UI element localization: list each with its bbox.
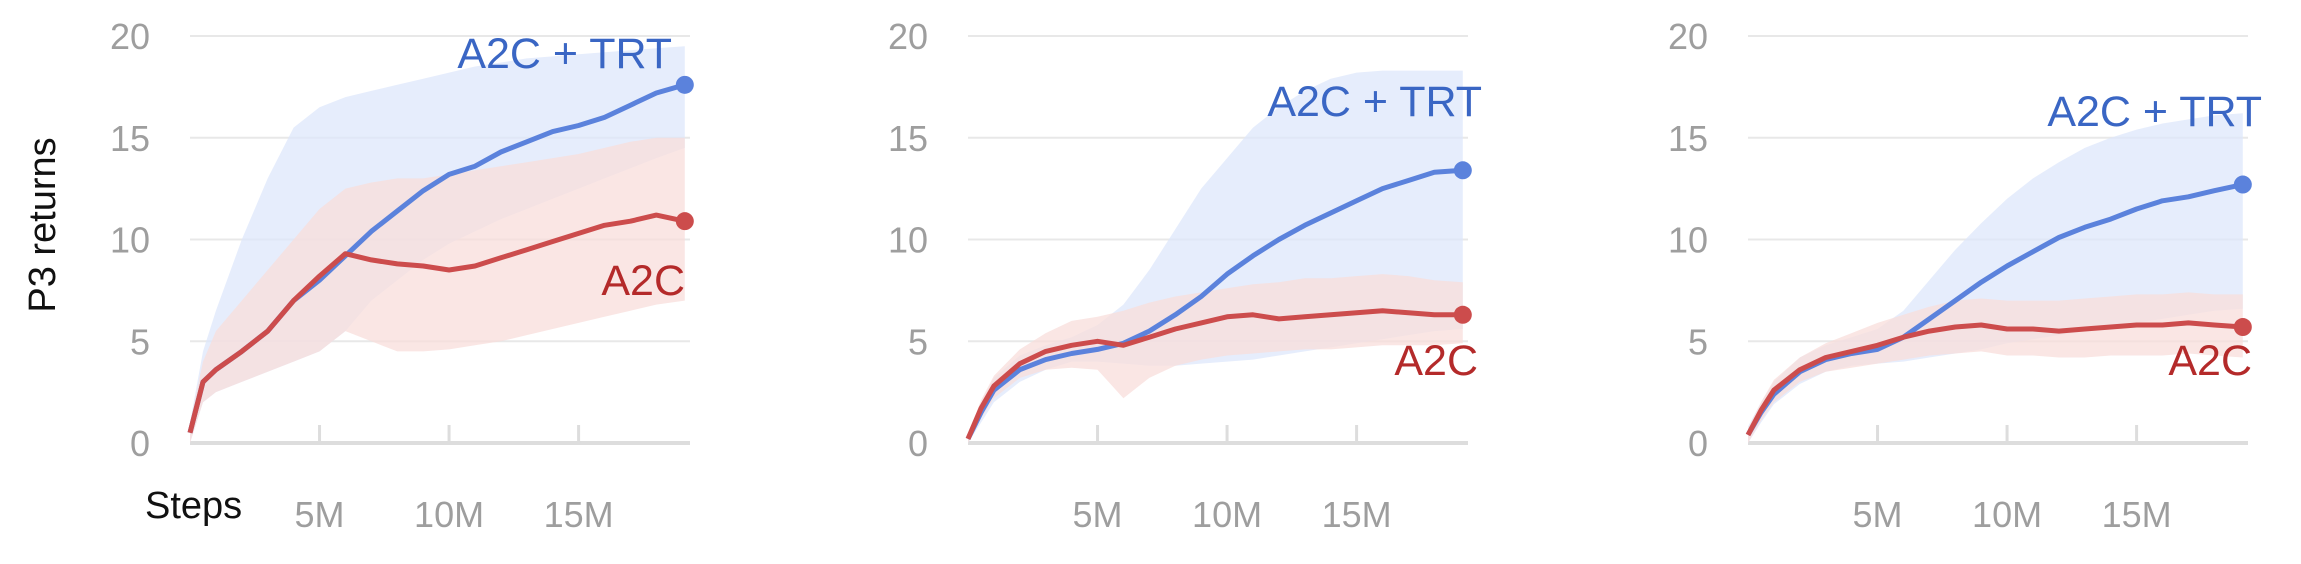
y-tick-label: 5: [130, 321, 150, 362]
y-tick-label: 5: [1688, 321, 1708, 362]
x-axis-title: Steps: [145, 485, 242, 527]
x-tick-label: 5M: [1073, 494, 1123, 535]
y-tick-label: 15: [888, 118, 928, 159]
x-tick-label: 10M: [414, 494, 484, 535]
y-tick-label: 15: [1668, 118, 1708, 159]
chart-panel-2: 0 5 10 15 20 5M 10M 15M A2C + TRT A2C: [888, 16, 1482, 535]
series-band-trt: [1748, 113, 2243, 444]
x-tick-label: 15M: [2102, 494, 2172, 535]
y-tick-label: 10: [1668, 220, 1708, 261]
series-endpoint-trt: [1453, 161, 1472, 180]
y-tick-label: 10: [110, 220, 150, 261]
chart-panel-1: 0 5 10 15 20 5M 10M 15M A2C + TRT A2C: [110, 16, 694, 535]
x-tick-label: 10M: [1972, 494, 2042, 535]
series-line-trt: [965, 167, 1463, 441]
series-label-a2c: A2C: [1394, 337, 1478, 385]
y-tick-label: 20: [888, 16, 928, 57]
y-tick-label: 15: [110, 118, 150, 159]
x-tick-label: 10M: [1192, 494, 1262, 535]
x-tick-label: 5M: [1853, 494, 1903, 535]
series-line-a2c: [965, 308, 1463, 440]
series-label-a2c: A2C: [601, 257, 685, 305]
y-tick-label: 0: [130, 423, 150, 464]
series-line-a2c: [187, 212, 686, 434]
series-label-a2c: A2C: [2168, 337, 2252, 385]
series-endpoint-trt: [675, 75, 694, 94]
series-endpoint-trt: [2233, 175, 2252, 194]
series-endpoint-a2c: [2233, 318, 2252, 337]
series-label-trt: A2C + TRT: [2047, 88, 2262, 136]
y-tick-label: 0: [908, 423, 928, 464]
chart-panel-3: 0 5 10 15 20 5M 10M 15M A2C + TRT A2C: [1668, 16, 2262, 535]
y-tick-label: 20: [1668, 16, 1708, 57]
series-endpoint-a2c: [1453, 305, 1472, 324]
x-tick-label: 15M: [544, 494, 614, 535]
y-axis-title: P3 returns: [22, 137, 64, 312]
series-endpoint-a2c: [675, 212, 694, 231]
y-tick-label: 0: [1688, 423, 1708, 464]
y-tick-label: 10: [888, 220, 928, 261]
x-tick-label: 5M: [295, 494, 345, 535]
series-label-trt: A2C + TRT: [457, 30, 672, 78]
series-band-a2c: [190, 137, 685, 444]
series-label-trt: A2C + TRT: [1267, 78, 1482, 126]
series-line-a2c: [1745, 320, 2243, 437]
series-band-trt: [968, 70, 1463, 443]
x-tick-label: 15M: [1322, 494, 1392, 535]
series-band-a2c: [1748, 292, 2243, 443]
y-tick-label: 5: [908, 321, 928, 362]
y-tick-label: 20: [110, 16, 150, 57]
